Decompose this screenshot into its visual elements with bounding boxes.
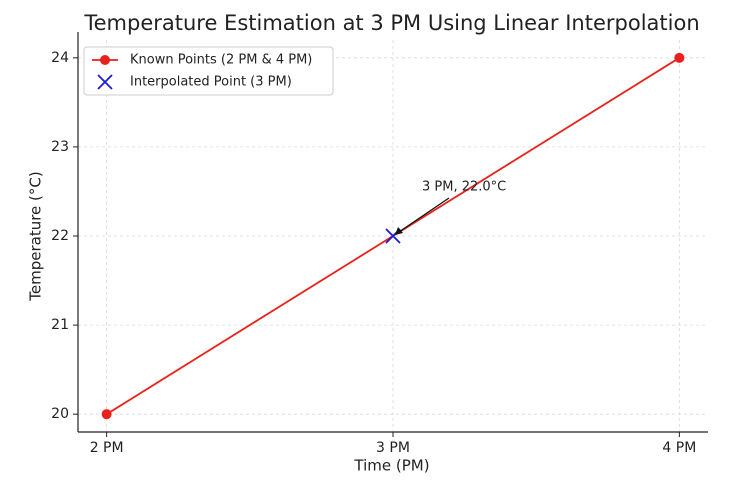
legend-label: Known Points (2 PM & 4 PM) [130, 53, 312, 68]
y-tick-label: 24 [51, 50, 69, 66]
marker [674, 52, 685, 63]
legend-marker [97, 74, 113, 90]
legend-label: Interpolated Point (3 PM) [130, 75, 292, 90]
annotation-arrowhead [395, 227, 403, 235]
legend: Known Points (2 PM & 4 PM) Interpolated P… [83, 46, 334, 96]
x-tick-label: 4 PM [662, 440, 696, 456]
y-axis-label: Temperature (°C) [27, 171, 45, 301]
x-tick-label: 3 PM [376, 440, 410, 456]
x-tick-label: 2 PM [90, 440, 124, 456]
x-axis-label: Time (PM) [353, 457, 429, 475]
chart-title: Temperature Estimation at 3 PM Using Lin… [83, 11, 699, 35]
y-tick-label: 23 [51, 139, 69, 155]
marker [101, 409, 112, 420]
annotation-arrow [395, 197, 450, 235]
legend-marker [100, 55, 110, 65]
y-tick-label: 20 [51, 406, 69, 422]
y-tick-label: 21 [51, 317, 69, 333]
y-tick-label: 22 [51, 228, 69, 244]
annotation: 3 PM, 22.0°C [422, 180, 506, 195]
legend-box [83, 46, 334, 96]
